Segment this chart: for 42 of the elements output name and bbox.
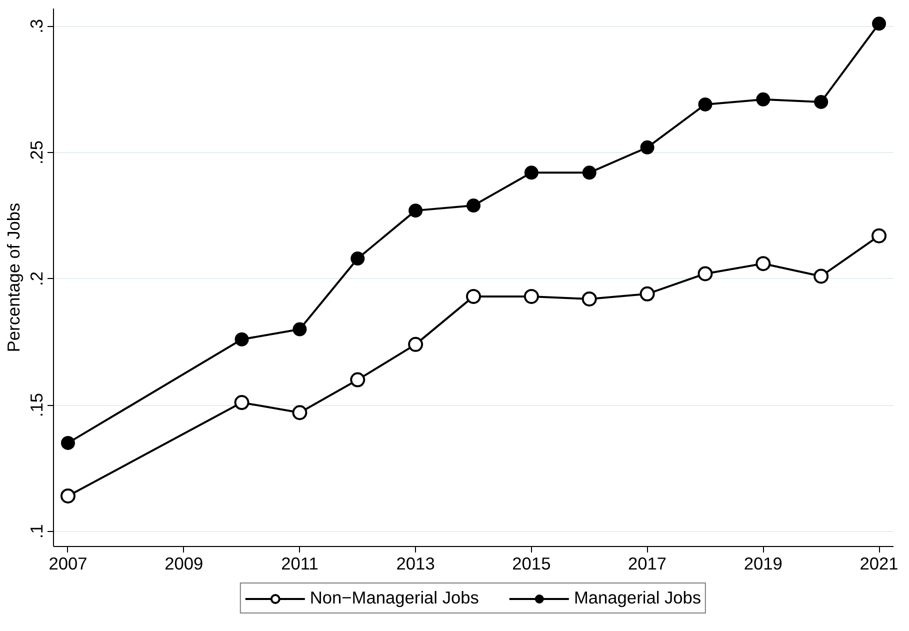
- point: [350, 372, 366, 388]
- point: [60, 488, 76, 504]
- point: [60, 436, 75, 450]
- y-tick-label: .2: [26, 272, 46, 286]
- point: [524, 166, 538, 180]
- point: [698, 97, 712, 112]
- legend-label: Non−Managerial Jobs: [310, 588, 479, 608]
- x-tick-label: 2015: [512, 554, 551, 574]
- x-tick-label: 2009: [164, 554, 204, 574]
- point: [582, 166, 596, 180]
- point: [234, 395, 250, 410]
- point: [408, 336, 424, 352]
- y-tick-label: .3: [26, 18, 46, 34]
- x-tick-label: 2017: [628, 554, 667, 574]
- point: [872, 228, 887, 244]
- x-tick-label: 2013: [396, 554, 435, 574]
- point: [466, 198, 480, 212]
- legend-label: Managerial Jobs: [574, 588, 702, 608]
- y-axis-title: Percentage of Jobs: [4, 202, 24, 352]
- x-tick-label: 2007: [48, 554, 88, 574]
- x-tick-label: 2019: [744, 554, 782, 574]
- point: [640, 140, 654, 154]
- point: [640, 286, 655, 302]
- point: [814, 94, 828, 109]
- point: [582, 291, 597, 306]
- x-tick-label: 2021: [860, 554, 898, 574]
- point: [234, 332, 249, 346]
- point: [466, 288, 481, 304]
- point: [698, 266, 713, 282]
- point: [872, 16, 886, 31]
- point: [292, 322, 307, 336]
- y-tick-label: .15: [26, 393, 46, 418]
- point: [814, 268, 829, 284]
- point: [756, 92, 770, 106]
- point: [408, 204, 423, 218]
- y-tick-label: .25: [26, 140, 46, 165]
- x-tick-label: 2011: [281, 554, 318, 574]
- y-tick-label: .1: [26, 524, 46, 539]
- point: [292, 405, 308, 420]
- point: [524, 288, 539, 304]
- point: [756, 256, 771, 272]
- point: [350, 252, 365, 266]
